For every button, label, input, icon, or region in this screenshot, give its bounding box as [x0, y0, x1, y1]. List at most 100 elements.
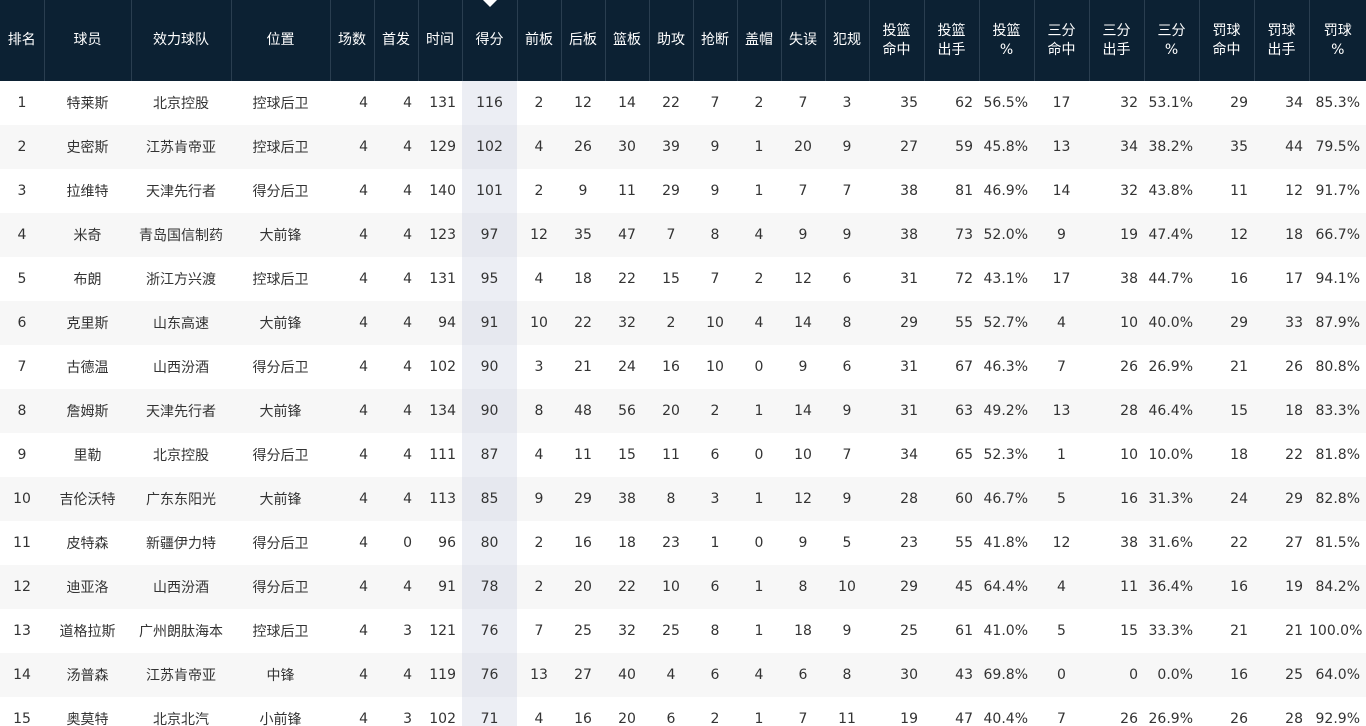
table-cell: 19	[1285, 579, 1303, 595]
column-header-17[interactable]: 投篮 出手	[924, 0, 980, 81]
table-cell: 4	[534, 271, 544, 287]
table-row[interactable]: 1 特莱斯 北京控股 控球后卫 4 4 131 116 2 12 14 22 7 2 7 3 35 62 56.5%…	[0, 81, 1366, 125]
column-header-22[interactable]: 罚球 命中	[1199, 0, 1255, 81]
column-header-12[interactable]: 抢断	[693, 0, 738, 81]
column-header-10[interactable]: 篮板	[605, 0, 650, 81]
table-row[interactable]: 2 史密斯 江苏肯帝亚 控球后卫 4 4 129 102 4 26 30 39 9 1 20 9 27 59 45.…	[0, 125, 1366, 169]
column-header-1[interactable]: 球员	[44, 0, 132, 81]
table-cell: 26	[574, 139, 592, 155]
table-row[interactable]: 11 皮特森 新疆伊力特 得分后卫 4 0 96 80 2 16 18 23 1 0 9 5 23 55 41.8%…	[0, 521, 1366, 565]
column-header-15[interactable]: 犯规	[825, 0, 870, 81]
table-cell: 47.4%	[1148, 227, 1193, 243]
table-cell: 90	[462, 345, 517, 389]
table-cell: 87.9%	[1315, 315, 1360, 331]
table-cell: 北京北汽	[153, 712, 209, 726]
column-header-19[interactable]: 三分 命中	[1034, 0, 1090, 81]
column-header-7-sorted[interactable]: 得分	[462, 0, 518, 81]
table-row[interactable]: 12 迪亚洛 山西汾酒 得分后卫 4 4 91 78 2 20 22 10 6 1 8 10 29 45 64.4%…	[0, 565, 1366, 609]
table-cell: 134	[429, 403, 456, 419]
table-cell: 32	[1120, 183, 1138, 199]
table-cell: 14	[794, 315, 812, 331]
table-cell: 129	[429, 139, 456, 155]
table-cell: 天津先行者	[146, 404, 216, 420]
column-header-11[interactable]: 助攻	[649, 0, 694, 81]
table-cell: 102	[429, 711, 456, 726]
table-cell: 4	[359, 535, 368, 551]
table-cell: 13	[530, 667, 548, 683]
column-header-3[interactable]: 位置	[231, 0, 331, 81]
table-cell: 6	[842, 271, 852, 287]
table-cell: 71	[462, 697, 517, 726]
table-cell: 85.3%	[1315, 95, 1360, 111]
table-cell: 23	[900, 535, 918, 551]
table-cell: 4	[359, 271, 368, 287]
table-cell: 38.2%	[1148, 139, 1193, 155]
table-cell: 52.3%	[983, 447, 1028, 463]
table-cell: 94	[438, 315, 456, 331]
table-row[interactable]: 14 汤普森 江苏肯帝亚 中锋 4 4 119 76 13 27 40 4 6 4 6 8 30 43 69.8% 0…	[0, 653, 1366, 697]
table-row[interactable]: 3 拉维特 天津先行者 得分后卫 4 4 140 101 2 9 11 29 9 1 7 7 38 81 46.9%…	[0, 169, 1366, 213]
table-row[interactable]: 5 布朗 浙江方兴渡 控球后卫 4 4 131 95 4 18 22 15 7 2 12 6 31 72 43.1%…	[0, 257, 1366, 301]
table-cell: 4	[403, 447, 412, 463]
table-cell: 4	[359, 95, 368, 111]
table-cell: 20	[662, 403, 680, 419]
table-row[interactable]: 15 奥莫特 北京北汽 小前锋 4 3 102 71 4 16 20 6 2 1 7 11 19 47 40.4% 7…	[0, 697, 1366, 726]
column-header-6[interactable]: 时间	[418, 0, 463, 81]
table-cell: 史密斯	[66, 140, 109, 156]
table-cell: 7	[710, 271, 720, 287]
table-cell: 4	[359, 227, 368, 243]
table-cell: 29	[1285, 491, 1303, 507]
table-cell: 16	[662, 359, 680, 375]
column-header-8[interactable]: 前板	[517, 0, 562, 81]
table-row[interactable]: 10 吉伦沃特 广东东阳光 大前锋 4 4 113 85 9 29 38 8 3 1 12 9 28 60 46.7…	[0, 477, 1366, 521]
table-cell: 62	[955, 95, 973, 111]
table-row[interactable]: 7 古德温 山西汾酒 得分后卫 4 4 102 90 3 21 24 16 10 0 9 6 31 67 46.3%…	[0, 345, 1366, 389]
table-cell: 2	[754, 271, 764, 287]
table-cell: 8	[710, 227, 720, 243]
column-header-24[interactable]: 罚球%	[1309, 0, 1366, 81]
table-row[interactable]: 8 詹姆斯 天津先行者 大前锋 4 4 134 90 8 48 56 20 2 1 14 9 31 63 49.2%…	[0, 389, 1366, 433]
table-cell: 38	[1120, 271, 1138, 287]
table-cell: 102	[429, 359, 456, 375]
table-cell: 6	[710, 447, 720, 463]
table-cell: 控球后卫	[252, 140, 309, 156]
column-header-5[interactable]: 首发	[374, 0, 419, 81]
column-header-23[interactable]: 罚球 出手	[1254, 0, 1310, 81]
table-cell: 61	[955, 623, 973, 639]
table-cell: 17	[1052, 95, 1071, 111]
table-cell: 2	[534, 535, 544, 551]
column-header-2[interactable]: 效力球队	[131, 0, 232, 81]
table-cell: 9	[842, 139, 852, 155]
table-cell: 7	[842, 183, 852, 199]
table-cell: 12	[574, 95, 592, 111]
table-cell: 2	[534, 579, 544, 595]
table-body: 1 特莱斯 北京控股 控球后卫 4 4 131 116 2 12 14 22 7 2 7 3 35 62 56.5%…	[0, 81, 1366, 726]
column-header-4[interactable]: 场数	[330, 0, 375, 81]
table-cell: 44.7%	[1148, 271, 1193, 287]
table-cell: 26	[1120, 711, 1138, 726]
table-cell: 14	[618, 95, 636, 111]
table-cell: 4	[359, 579, 368, 595]
column-header-14[interactable]: 失误	[781, 0, 826, 81]
table-row[interactable]: 6 克里斯 山东高速 大前锋 4 4 94 91 10 22 32 2 10 4 14 8 29 55 52.7% 4…	[0, 301, 1366, 345]
table-cell: 17	[1285, 271, 1303, 287]
table-row[interactable]: 13 道格拉斯 广州朗肽海本 控球后卫 4 3 121 76 7 25 32 25 8 1 18 9 25 61 4…	[0, 609, 1366, 653]
column-header-16[interactable]: 投篮 命中	[869, 0, 925, 81]
table-row[interactable]: 4 米奇 青岛国信制药 大前锋 4 4 123 97 12 35 47 7 8 4 9 9 38 73 52.0% 9…	[0, 213, 1366, 257]
column-header-13[interactable]: 盖帽	[737, 0, 782, 81]
column-header-18[interactable]: 投篮%	[979, 0, 1035, 81]
table-cell: 49.2%	[983, 403, 1028, 419]
table-cell: 大前锋	[259, 316, 302, 332]
column-header-21[interactable]: 三分%	[1144, 0, 1200, 81]
table-cell: 47	[955, 711, 973, 726]
column-header-20[interactable]: 三分 出手	[1089, 0, 1145, 81]
column-header-0[interactable]: 排名	[0, 0, 45, 81]
table-cell: 22	[618, 271, 636, 287]
table-cell: 35	[574, 227, 592, 243]
table-cell: 12	[1052, 535, 1071, 551]
table-cell: 1	[1057, 447, 1066, 463]
table-row[interactable]: 9 里勒 北京控股 得分后卫 4 4 111 87 4 11 15 11 6 0 10 7 34 65 52.3% 1…	[0, 433, 1366, 477]
table-cell: 59	[955, 139, 973, 155]
table-cell: 小前锋	[259, 712, 302, 726]
column-header-9[interactable]: 后板	[561, 0, 606, 81]
